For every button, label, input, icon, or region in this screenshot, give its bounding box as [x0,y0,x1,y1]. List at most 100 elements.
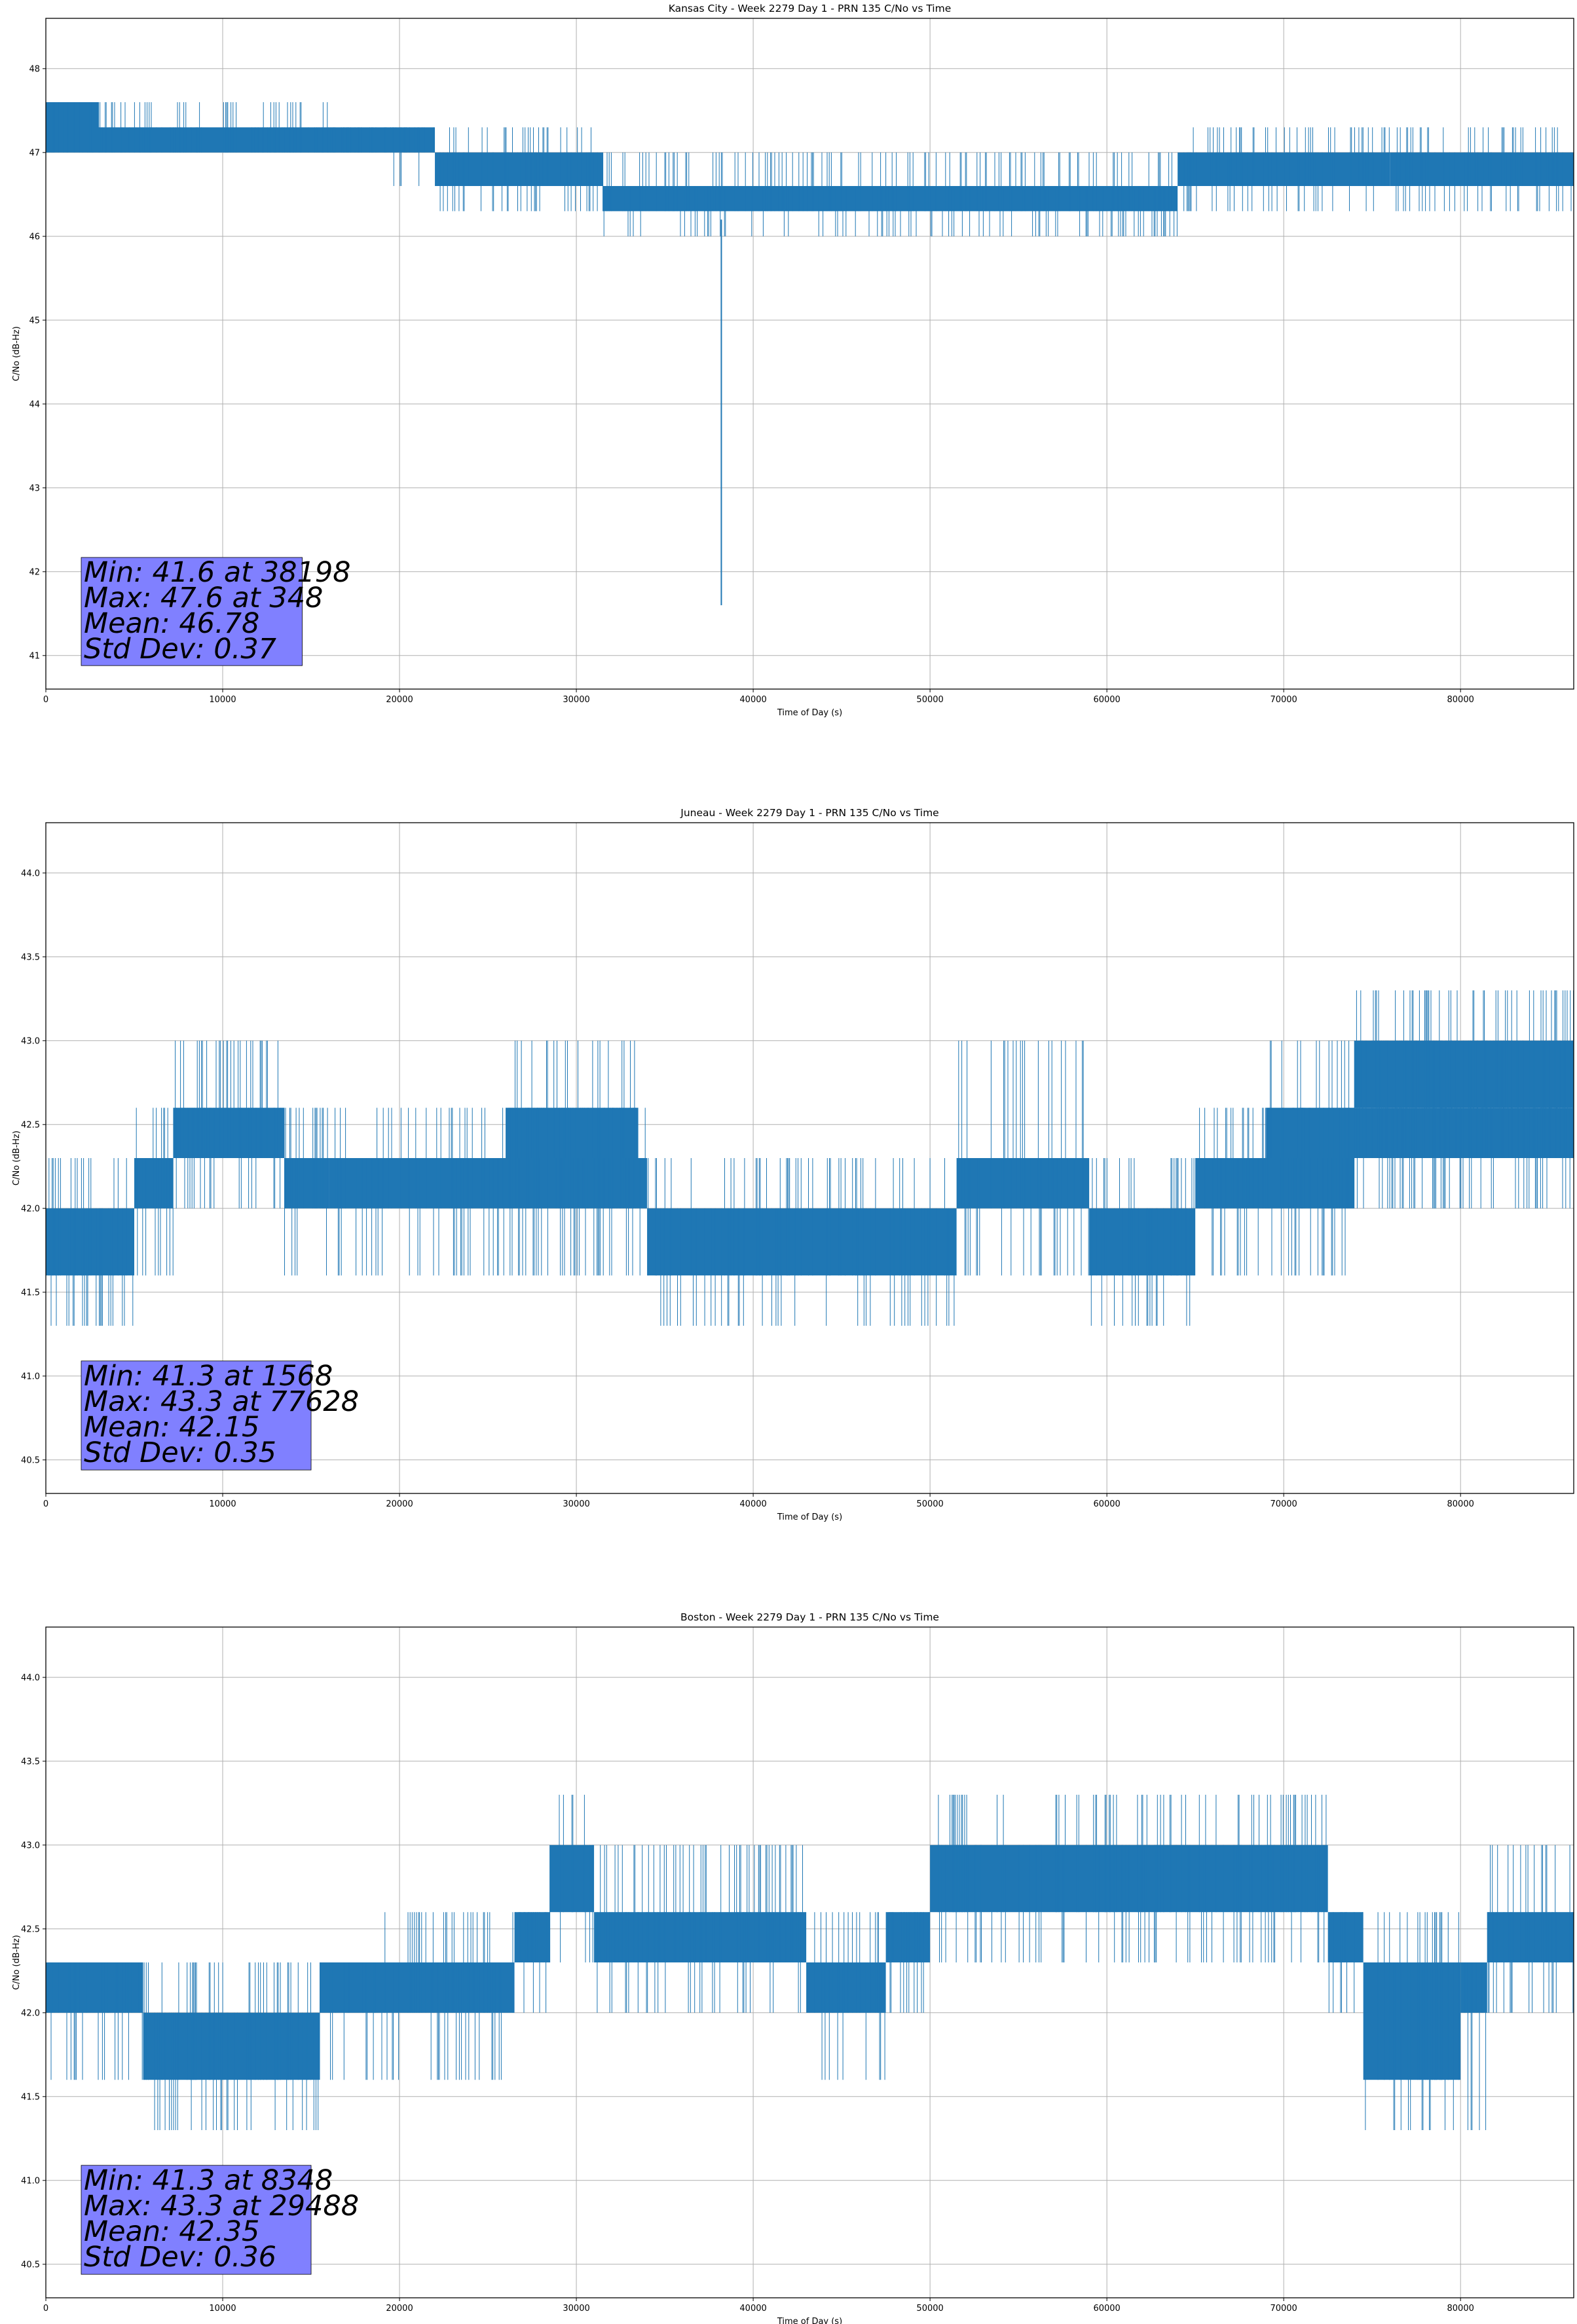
stats-line: Max: 43.3 at 77628 [84,1385,359,1418]
x-tick-label: 80000 [1447,1499,1474,1509]
stats-box [81,557,303,666]
y-axis-label: C/No (dB-Hz) [12,1935,22,1990]
chart-title: Kansas City - Week 2279 Day 1 - PRN 135 … [669,3,952,14]
x-tick-label: 10000 [209,1499,236,1509]
y-tick-label: 41.5 [21,2092,40,2102]
y-tick-label: 43 [29,483,40,493]
series-band [1363,1962,1461,2080]
series-noise [1354,990,1574,1158]
stats-box [81,1360,312,1471]
x-tick-label: 40000 [739,2304,766,2314]
series-noise [136,1108,174,1276]
x-tick-label: 60000 [1093,2304,1120,2314]
series-band [1354,1040,1574,1108]
series-noise [1487,1845,1574,2013]
y-tick-label: 43.0 [21,1841,40,1850]
x-tick-label: 0 [43,695,48,705]
x-tick-label: 30000 [563,1499,589,1509]
y-axis-label: C/No (dB-Hz) [12,326,22,381]
y-tick-label: 42 [29,567,40,577]
series-band [46,1962,143,2013]
series-noise [46,102,94,153]
series-noise [1183,127,1390,212]
y-tick-label: 47 [29,148,40,158]
series-band [1266,1108,1574,1158]
series-band [329,127,391,153]
x-tick-label: 10000 [209,695,236,705]
y-axis-label: C/No (dB-Hz) [12,1131,22,1186]
y-tick-label: 44 [29,400,40,409]
axes-frame [45,18,1574,690]
x-tick-label: 10000 [209,2304,236,2314]
series-band [143,2012,320,2080]
x-tick-label: 60000 [1093,1499,1120,1509]
series-noise [515,1912,547,2013]
y-tick-label: 42.5 [21,1924,40,1934]
y-tick-label: 42.0 [21,2008,40,2018]
x-tick-label: 70000 [1270,2304,1297,2314]
x-tick-label: 80000 [1447,695,1474,705]
stats-box [81,2165,312,2275]
x-tick-label: 80000 [1447,2304,1474,2314]
series-noise [1365,1912,1459,2130]
stats-line: Min: 41.3 at 8348 [84,2164,333,2197]
x-tick-label: 50000 [916,1499,943,1509]
x-tick-label: 40000 [739,1499,766,1509]
series-band [603,186,1178,212]
series-noise [1396,127,1572,212]
y-tick-label: 40.5 [21,2260,40,2270]
series-noise [603,152,1178,236]
series-noise [1090,1158,1195,1326]
x-tick-label: 30000 [563,695,589,705]
series-noise [143,1962,319,2130]
series-noise [175,1040,281,1209]
stats-line: Min: 41.3 at 1568 [84,1360,333,1393]
y-tick-label: 42.5 [21,1120,40,1130]
stats-line: Min: 41.6 at 38198 [84,556,351,589]
series-noise [1328,1912,1363,2013]
series-band [390,127,436,153]
series-noise [814,1912,885,2080]
data-series [46,102,1574,605]
series-noise [46,1158,134,1326]
stats-line: Mean: 42.15 [84,1411,259,1444]
series-band [382,1962,515,2013]
y-tick-label: 41.5 [21,1288,40,1298]
chart-2: Boston - Week 2279 Day 1 - PRN 135 C/No … [12,1611,1574,2324]
series-noise [439,127,598,212]
x-tick-label: 20000 [386,1499,413,1509]
y-tick-label: 45 [29,316,40,326]
series-noise [284,1108,328,1276]
series-band [134,1158,174,1209]
series-noise [328,127,387,153]
x-tick-label: 40000 [739,695,766,705]
data-series [46,1795,1574,2130]
x-tick-label: 20000 [386,695,413,705]
y-tick-label: 42.0 [21,1204,40,1214]
stats-line: Std Dev: 0.37 [84,633,276,665]
series-noise [549,1795,593,1962]
x-axis-label: Time of Day (s) [777,2317,842,2324]
stats-line: Max: 43.3 at 29488 [84,2190,359,2222]
y-tick-label: 44.0 [21,1673,40,1683]
y-tick-label: 44.0 [21,869,40,878]
chart-1: Juneau - Week 2279 Day 1 - PRN 135 C/No … [12,807,1574,1522]
y-tick-label: 41.0 [21,2176,40,2186]
series-noise [648,1158,955,1326]
x-tick-label: 50000 [916,2304,943,2314]
y-tick-label: 43.5 [21,952,40,962]
series-noise [320,1962,376,2080]
series-band [806,1962,886,2013]
series-band [46,102,100,153]
x-tick-label: 60000 [1093,695,1120,705]
x-tick-label: 30000 [563,2304,589,2314]
x-tick-label: 20000 [386,2304,413,2314]
x-tick-label: 0 [43,2304,48,2314]
x-tick-label: 0 [43,1499,48,1509]
series-band [99,127,329,153]
y-tick-label: 48 [29,64,40,74]
